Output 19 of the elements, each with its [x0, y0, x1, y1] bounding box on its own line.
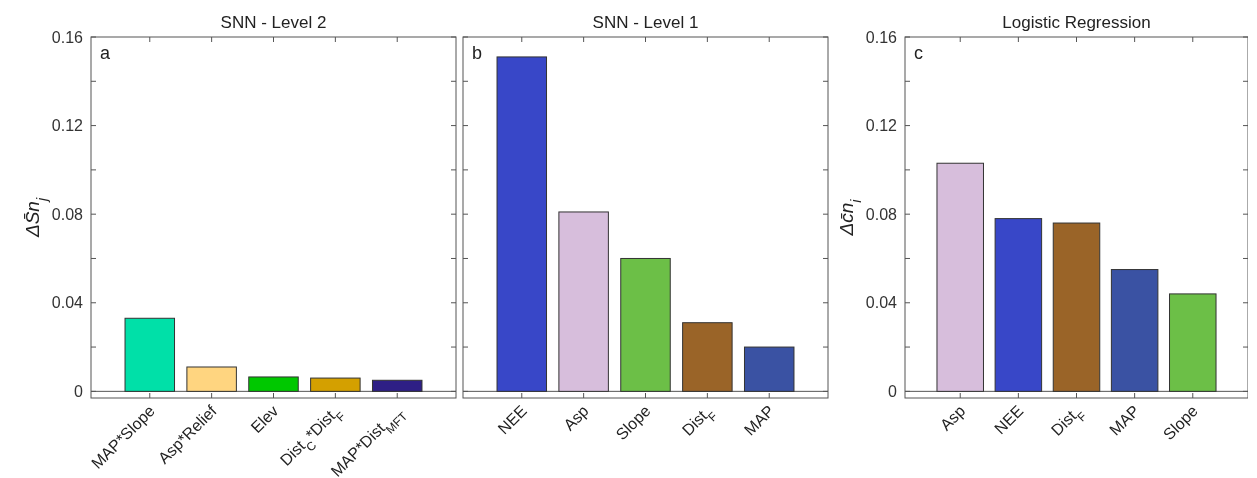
- y-tick-label: 0: [888, 382, 898, 400]
- y-tick-label: 0: [74, 382, 84, 400]
- y-tick-label: 0.12: [51, 117, 84, 135]
- x-tick-label: Asp: [936, 402, 969, 434]
- y-tick-label: 0.16: [51, 28, 84, 46]
- y-tick-label: 0.04: [51, 294, 84, 312]
- chart-title: SNN - Level 2: [220, 13, 327, 32]
- y-tick-label: 0.08: [51, 205, 84, 223]
- x-tick-label: Asp: [560, 402, 592, 434]
- annotation: a: [100, 43, 111, 63]
- y-tick-label: 0.12: [865, 117, 898, 135]
- y-tick-label: 0.08: [865, 205, 898, 223]
- y-tick-label: 0.16: [865, 28, 898, 46]
- annotation: b: [472, 43, 483, 63]
- chart-title: Logistic Regression: [1002, 13, 1151, 32]
- chart-title: SNN - Level 1: [592, 13, 699, 32]
- x-tick-label: Elev: [247, 402, 282, 437]
- y-tick-label: 0.04: [865, 294, 898, 312]
- annotation: c: [914, 43, 923, 63]
